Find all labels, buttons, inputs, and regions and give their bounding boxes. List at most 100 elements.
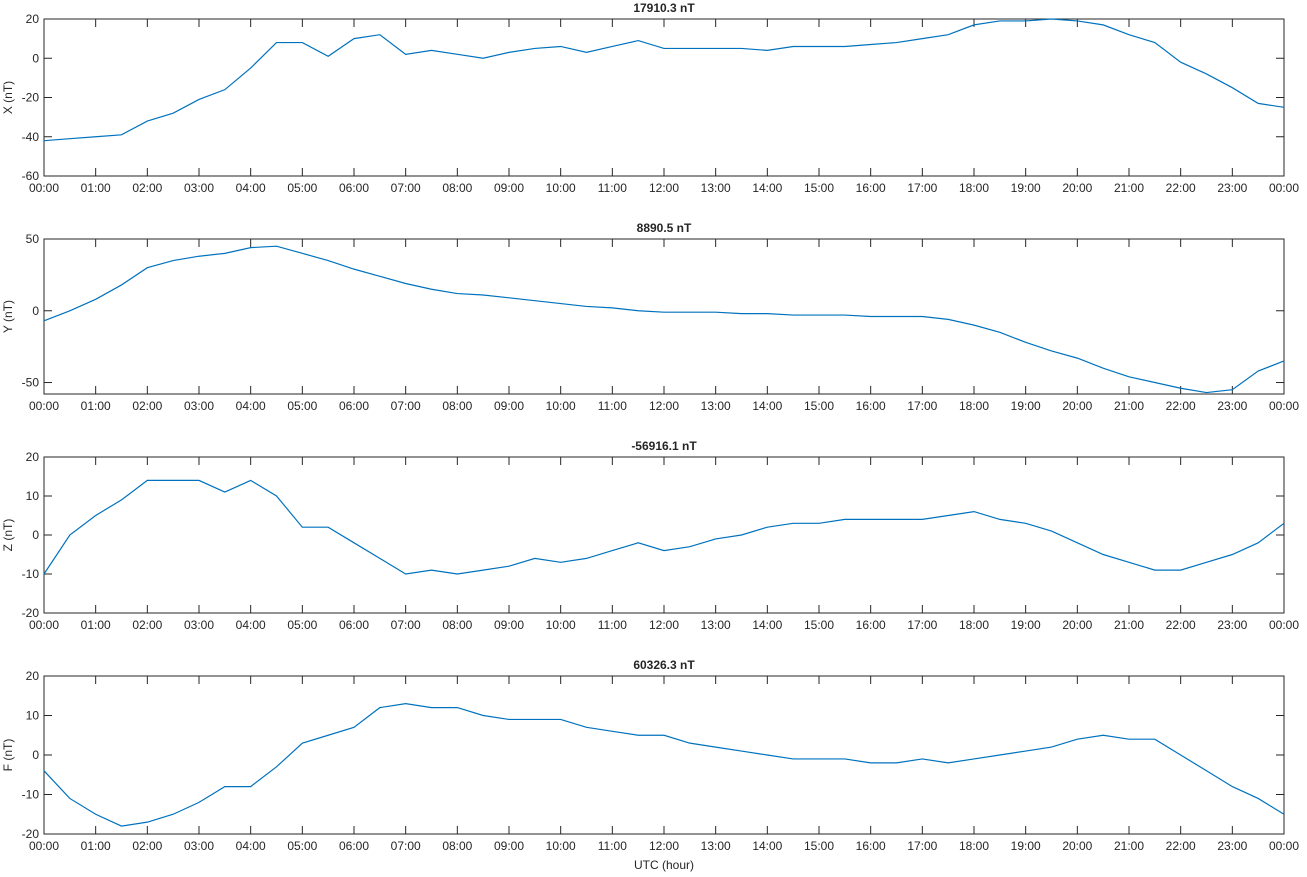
x-tick-label: 22:00 [1166,181,1196,195]
x-tick-label: 03:00 [184,399,214,413]
x-tick-label: 00:00 [1269,399,1299,413]
x-tick-label: 15:00 [804,839,834,853]
x-tick-label: 11:00 [598,181,627,195]
x-tick-label: 05:00 [287,618,317,632]
x-tick-label: 21:00 [1114,181,1144,195]
chart-title: 60326.3 nT [633,658,695,672]
x-tick-label: 14:00 [752,618,782,632]
x-tick-label: 05:00 [287,839,317,853]
x-tick-label: 07:00 [391,399,421,413]
y-axis-label: Y (nT) [1,300,15,333]
x-tick-label: 09:00 [494,181,524,195]
data-line [43,479,1285,575]
plot-area [43,238,1285,395]
x-tick-label: 20:00 [1062,839,1092,853]
x-tick-label: 14:00 [752,181,782,195]
x-tick-label: 01:00 [81,839,111,853]
x-tick-label: 11:00 [598,618,627,632]
y-axis-label: F (nT) [1,739,15,772]
y-tick-label: 10 [26,709,40,723]
x-tick-label: 10:00 [546,839,576,853]
x-tick-label: 13:00 [701,181,731,195]
x-tick-label: 07:00 [391,181,421,195]
x-tick-label: 00:00 [29,181,59,195]
x-tick-label: 05:00 [287,399,317,413]
x-tick-label: 19:00 [1011,618,1041,632]
x-tick-label: 18:00 [959,399,989,413]
x-tick-label: 11:00 [598,399,627,413]
y-tick-label: 20 [26,669,40,683]
x-tick-label: 18:00 [959,181,989,195]
x-tick-label: 00:00 [29,399,59,413]
x-tick-label: 19:00 [1011,399,1041,413]
x-tick-label: 10:00 [546,399,576,413]
y-tick-label: -60 [22,169,40,183]
x-tick-label: 14:00 [752,399,782,413]
x-tick-label: 19:00 [1011,839,1041,853]
chart-title: -56916.1 nT [631,439,697,453]
x-tick-label: 00:00 [29,839,59,853]
x-tick-label: 22:00 [1166,839,1196,853]
x-tick-label: 23:00 [1217,181,1247,195]
y-tick-label: -10 [22,567,40,581]
plot-area [43,18,1285,177]
x-tick-label: 13:00 [701,399,731,413]
x-tick-label: 03:00 [184,618,214,632]
x-tick-label: 01:00 [81,618,111,632]
x-tick-label: 20:00 [1062,618,1092,632]
x-tick-label: 08:00 [442,181,472,195]
x-tick-label: 22:00 [1166,618,1196,632]
x-tick-label: 21:00 [1114,839,1144,853]
x-tick-label: 00:00 [1269,181,1299,195]
x-tick-label: 02:00 [132,839,162,853]
x-tick-label: 07:00 [391,839,421,853]
y-tick-label: -20 [22,827,40,841]
x-tick-label: 16:00 [856,618,886,632]
x-tick-label: 04:00 [236,839,266,853]
y-tick-label: -20 [22,91,40,105]
plot-area [43,456,1285,614]
y-tick-label: -50 [22,376,40,390]
x-tick-label: 05:00 [287,181,317,195]
y-tick-label: 20 [26,450,40,464]
x-tick-label: 03:00 [184,181,214,195]
x-tick-label: 12:00 [649,399,679,413]
x-tick-label: 04:00 [236,181,266,195]
x-tick-label: 00:00 [29,618,59,632]
plot-area [43,675,1285,835]
data-line [43,18,1285,142]
x-tick-label: 12:00 [649,839,679,853]
y-tick-label: 0 [32,528,39,542]
x-tick-label: 08:00 [442,618,472,632]
x-tick-label: 20:00 [1062,399,1092,413]
x-tick-label: 10:00 [546,181,576,195]
x-tick-label: 08:00 [442,839,472,853]
y-tick-label: 10 [26,489,40,503]
y-tick-label: 0 [32,51,39,65]
y-tick-label: 0 [32,748,39,762]
x-tick-label: 06:00 [339,399,369,413]
x-tick-label: 15:00 [804,399,834,413]
x-tick-label: 18:00 [959,618,989,632]
y-axis-label: X (nT) [1,81,15,114]
x-tick-label: 21:00 [1114,399,1144,413]
x-tick-label: 03:00 [184,839,214,853]
x-tick-label: 16:00 [856,399,886,413]
x-tick-label: 12:00 [649,181,679,195]
x-tick-label: 13:00 [701,839,731,853]
x-tick-label: 21:00 [1114,618,1144,632]
x-tick-label: 10:00 [546,618,576,632]
x-tick-label: 23:00 [1217,839,1247,853]
x-tick-label: 00:00 [1269,618,1299,632]
chart-title: 17910.3 nT [633,1,695,15]
x-tick-label: 04:00 [236,399,266,413]
x-tick-label: 23:00 [1217,399,1247,413]
x-tick-label: 09:00 [494,399,524,413]
data-line [43,703,1285,827]
x-tick-label: 01:00 [81,399,111,413]
x-tick-label: 17:00 [907,399,937,413]
chart-title: 8890.5 nT [637,221,692,235]
y-tick-label: 0 [32,304,39,318]
y-tick-label: -20 [22,606,40,620]
x-tick-label: 16:00 [856,839,886,853]
